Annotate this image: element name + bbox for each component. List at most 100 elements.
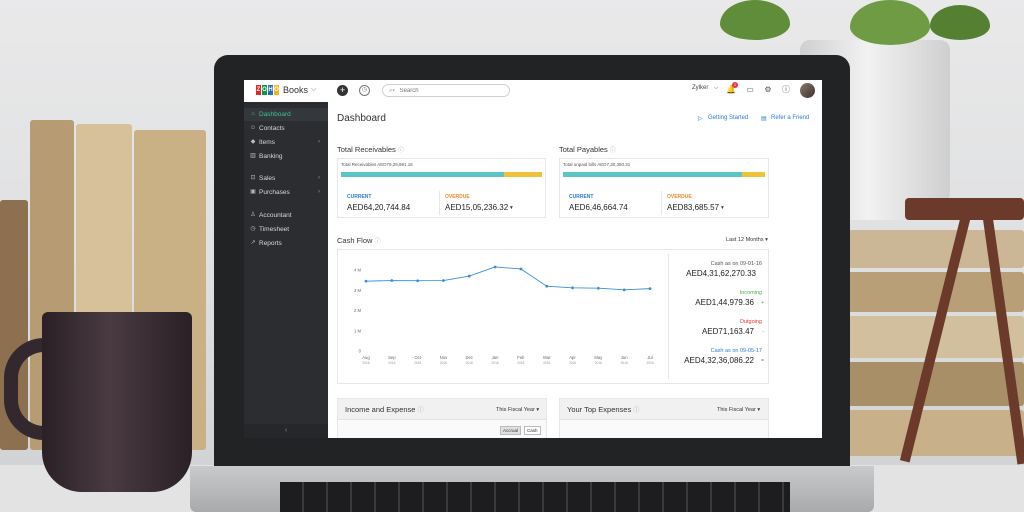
- sidebar-item-accountant[interactable]: ♙ Accountant: [244, 209, 328, 222]
- sidebar-item-banking[interactable]: ▥ Banking: [244, 150, 328, 163]
- payables-overdue-value[interactable]: AED83,685.57: [667, 203, 720, 212]
- logo-letter: O: [274, 85, 279, 95]
- payables-current-bar[interactable]: [563, 172, 742, 177]
- income-expense-period-dropdown[interactable]: This Fiscal Year ▾: [496, 407, 539, 413]
- chevron-down-icon: ▾: [757, 407, 761, 413]
- sidebar-item-dashboard[interactable]: ⌂ Dashboard: [244, 108, 328, 121]
- x-tick-label: Jun: [621, 355, 628, 360]
- getting-started-link[interactable]: Getting Started: [708, 115, 749, 121]
- x-tick-label: Mar: [543, 355, 551, 360]
- payables-unpaid-label: Total unpaid bills AED7,30,350.31: [563, 162, 631, 167]
- play-icon: ▷: [698, 116, 703, 122]
- search-box[interactable]: ⌕▾: [382, 84, 510, 97]
- x-tick-year: 2016: [440, 361, 447, 365]
- chevron-down-icon[interactable]: ▾: [510, 205, 513, 211]
- payables-current-value[interactable]: AED6,46,664.74: [569, 203, 628, 212]
- avatar[interactable]: [800, 83, 815, 98]
- help-icon[interactable]: ⓘ: [374, 239, 381, 245]
- folder-icon[interactable]: ▭: [746, 85, 754, 94]
- top-expenses-period-dropdown[interactable]: This Fiscal Year ▾: [717, 407, 760, 413]
- income-expense-title: Income and Expense ⓘ: [345, 405, 424, 414]
- help-icon[interactable]: ⓘ: [397, 148, 404, 154]
- x-tick-label: Apr: [569, 355, 576, 360]
- cash-toggle[interactable]: Cash: [524, 426, 541, 435]
- receivables-current-value[interactable]: AED64,20,744.84: [347, 203, 411, 212]
- data-point[interactable]: [467, 274, 471, 278]
- top-expenses-title-text: Your Top Expenses: [567, 405, 632, 414]
- data-point[interactable]: [596, 286, 600, 290]
- x-tick-year: 2016: [414, 361, 421, 365]
- data-point[interactable]: [416, 279, 420, 283]
- cash-flow-line: [365, 266, 651, 291]
- sidebar-item-label: Dashboard: [259, 111, 291, 118]
- page-title: Dashboard: [337, 113, 386, 124]
- notification-bell-icon[interactable]: 🔔: [726, 85, 736, 94]
- x-tick-label: Aug: [362, 355, 370, 360]
- help-icon[interactable]: ⓘ: [633, 408, 640, 414]
- divider: [668, 254, 669, 379]
- plus-icon: +: [339, 85, 346, 95]
- sidebar-item-purchases[interactable]: ▣ Purchases ›: [244, 186, 328, 199]
- sidebar-item-sales[interactable]: ⊡ Sales ›: [244, 172, 328, 185]
- x-tick-label: Oct: [414, 355, 421, 360]
- plus-icon: +: [761, 300, 764, 306]
- hourglass: [905, 198, 1024, 220]
- sidebar-item-label: Contacts: [259, 125, 285, 132]
- x-tick-year: 2016: [492, 361, 499, 365]
- chevron-down-icon[interactable]: ▾: [721, 205, 724, 211]
- divider: [439, 191, 440, 215]
- payables-overdue-label: OVERDUE: [667, 194, 692, 200]
- x-tick-year: 2016: [362, 361, 369, 365]
- sidebar-item-label: Sales: [259, 175, 276, 182]
- org-switcher[interactable]: Zylker: [692, 85, 709, 91]
- gear-icon[interactable]: ⚙: [764, 85, 772, 94]
- x-tick-year: 2016: [569, 361, 576, 365]
- cash-flow-period-dropdown[interactable]: Last 12 Months ▾: [726, 237, 768, 243]
- sidebar-item-label: Banking: [259, 153, 283, 160]
- recent-activity-button[interactable]: ◷: [359, 85, 370, 96]
- sidebar-item-items[interactable]: ◆ Items ›: [244, 136, 328, 149]
- data-point[interactable]: [442, 279, 445, 282]
- logo-letter: O: [262, 85, 267, 95]
- app-logo[interactable]: Z O H O Books ⌵: [256, 85, 316, 95]
- data-point[interactable]: [519, 267, 523, 271]
- receivables-title: Total Receivables ⓘ: [337, 145, 404, 154]
- receivables-overdue-bar[interactable]: [504, 172, 542, 177]
- search-icon: ⌕▾: [389, 88, 395, 94]
- payables-overdue-bar[interactable]: [742, 172, 765, 177]
- y-tick-label: 4 M: [354, 268, 361, 273]
- receivables-overdue-value[interactable]: AED15,05,236.32: [445, 203, 509, 212]
- top-expenses-card: Your Top Expenses ⓘ This Fiscal Year ▾: [559, 398, 769, 438]
- refer-friend-link[interactable]: Refer a Friend: [771, 115, 810, 121]
- help-icon[interactable]: ⓘ: [417, 408, 424, 414]
- help-icon[interactable]: ⓘ: [782, 85, 790, 94]
- search-input[interactable]: [399, 88, 490, 94]
- plant-leaf: [930, 5, 990, 40]
- sidebar-item-contacts[interactable]: ☺ Contacts: [244, 122, 328, 135]
- receivables-current-label: CURRENT: [347, 194, 372, 200]
- x-tick-year: 2016: [646, 361, 653, 365]
- receivables-overdue-label: OVERDUE: [445, 194, 470, 200]
- data-point[interactable]: [493, 265, 497, 269]
- sidebar-item-reports[interactable]: ↗ Reports: [244, 237, 328, 250]
- quick-create-button[interactable]: +: [337, 85, 348, 96]
- data-point[interactable]: [648, 287, 652, 291]
- x-tick-label: Nov: [440, 355, 448, 360]
- data-point[interactable]: [571, 286, 574, 290]
- sidebar-item-timesheet[interactable]: ◷ Timesheet: [244, 223, 328, 236]
- sidebar-item-label: Accountant: [259, 212, 292, 219]
- data-point[interactable]: [390, 279, 394, 282]
- sidebar-collapse-button[interactable]: ‹: [244, 424, 328, 438]
- data-point[interactable]: [545, 284, 549, 288]
- plant-leaf: [720, 0, 790, 40]
- data-point[interactable]: [364, 279, 368, 283]
- cash-end-value: AED4,32,36,086.22: [684, 356, 754, 365]
- data-point[interactable]: [622, 288, 626, 292]
- accrual-toggle[interactable]: Accrual: [500, 426, 522, 435]
- clock-icon: ◷: [250, 226, 256, 232]
- help-icon[interactable]: ⓘ: [609, 148, 616, 154]
- receivables-current-bar[interactable]: [341, 172, 504, 177]
- chevron-down-icon: ▾: [536, 407, 540, 413]
- divider: [661, 191, 662, 215]
